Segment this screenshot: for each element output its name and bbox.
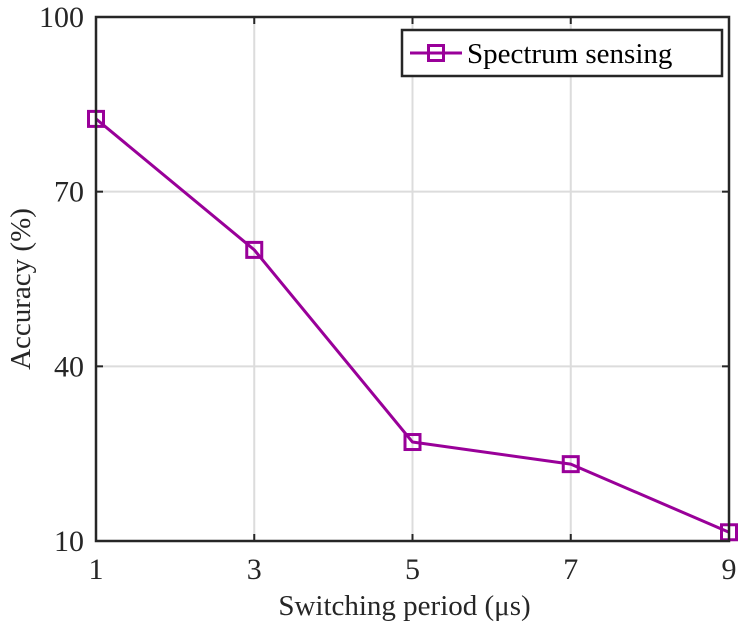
series-line-0: [95, 117, 730, 534]
x-axis-label: Switching period (μs): [278, 590, 530, 622]
y-tick-label-40: 40: [54, 350, 84, 383]
legend-label-spectrum-sensing: Spectrum sensing: [467, 38, 672, 70]
data-point-marker-x5[interactable]: [403, 433, 422, 452]
legend-square-marker-icon: [427, 44, 445, 62]
legend[interactable]: Spectrum sensing: [400, 28, 724, 78]
y-tick-label-10: 10: [54, 525, 84, 558]
y-axis-label: Accuracy (%): [5, 208, 37, 370]
x-tick-label-1: 1: [89, 553, 104, 586]
x-tick-label-5: 5: [405, 553, 420, 586]
y-tick-label-100: 100: [39, 1, 84, 34]
x-tick-label-9: 9: [722, 553, 737, 586]
x-tick-label-7: 7: [563, 553, 578, 586]
y-tick-label-70: 70: [54, 176, 84, 209]
axis-ticks: 1 3 5 7 9 10 40 70 100: [39, 1, 737, 586]
data-point-marker-x3[interactable]: [245, 240, 264, 259]
grid-lines: [96, 17, 729, 541]
data-point-marker-x7[interactable]: [561, 455, 580, 474]
x-tick-label-3: 3: [247, 553, 262, 586]
